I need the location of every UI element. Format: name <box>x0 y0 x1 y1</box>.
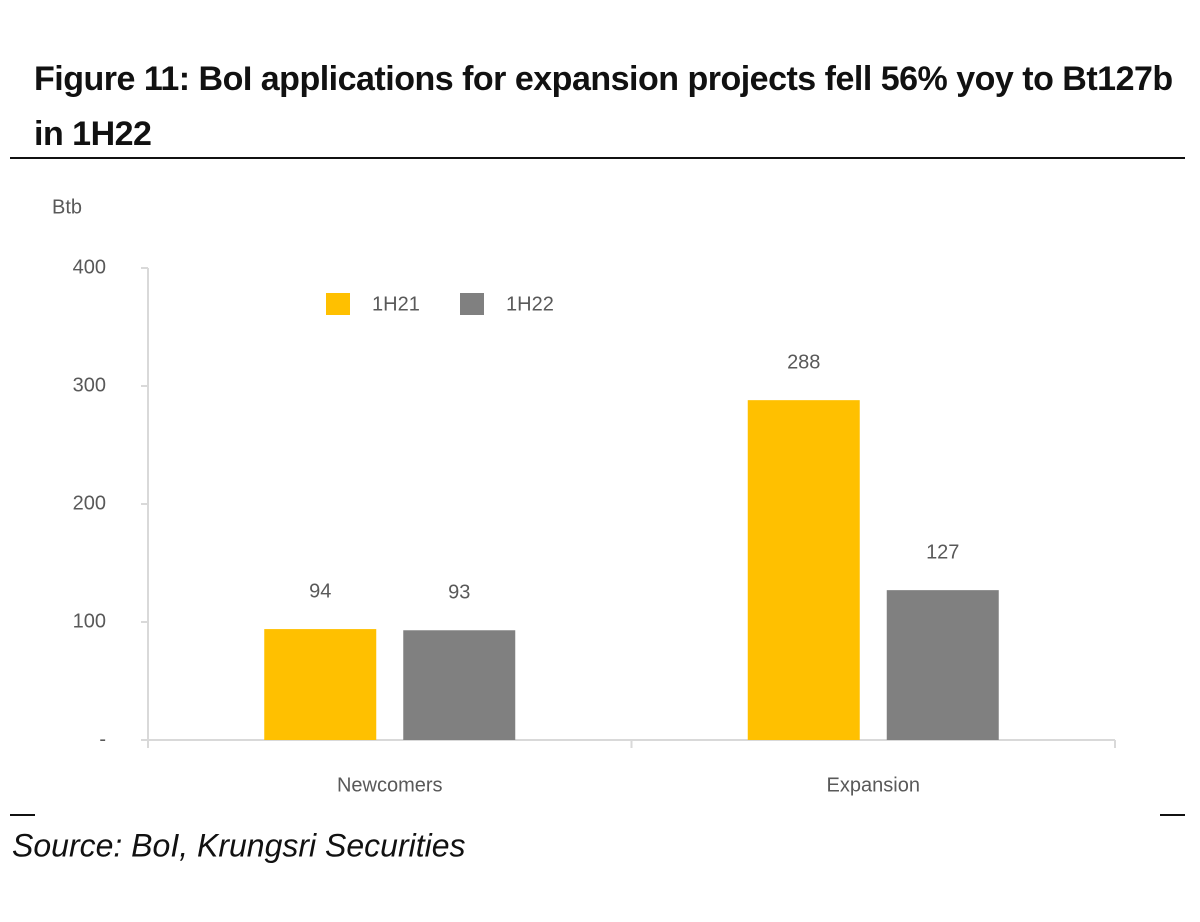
y-tick-label: 400 <box>73 256 106 278</box>
chart-title: Figure 11: BoI applications for expansio… <box>34 60 1173 153</box>
y-axis-label: Btb <box>52 196 82 218</box>
data-label: 288 <box>787 351 820 373</box>
legend-swatch <box>460 293 484 315</box>
bar <box>886 590 999 740</box>
legend-swatch <box>326 293 350 315</box>
title-box: Figure 11: BoI applications for expansio… <box>34 60 1173 153</box>
x-tick-label: Newcomers <box>337 774 443 796</box>
data-label: 93 <box>448 582 470 604</box>
y-tick-label: - <box>99 728 106 750</box>
x-tick-label: Expansion <box>827 774 920 796</box>
legend-label: 1H21 <box>372 293 420 315</box>
bar <box>747 400 860 740</box>
bar <box>403 630 516 740</box>
data-label: 127 <box>926 541 959 563</box>
legend-label: 1H22 <box>506 293 554 315</box>
data-label: 94 <box>309 580 331 602</box>
source: Source: BoI, Krungsri Securities <box>12 827 466 863</box>
y-tick-label: 200 <box>73 492 106 514</box>
y-tick-label: 100 <box>73 610 106 632</box>
y-tick-label: 300 <box>73 374 106 396</box>
bar <box>264 629 377 740</box>
